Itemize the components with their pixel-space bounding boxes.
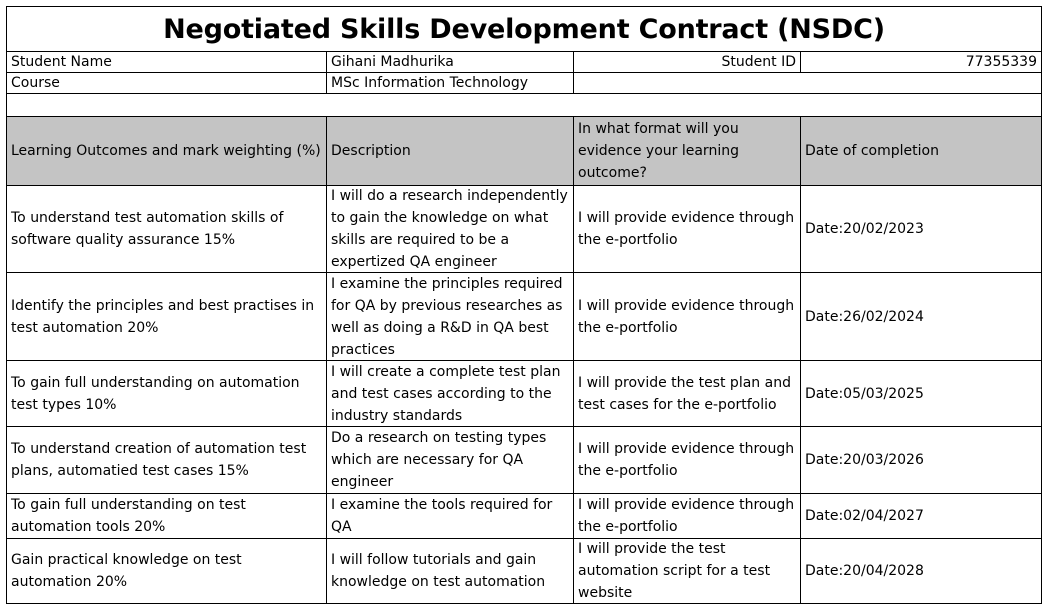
- student-id-label: Student ID: [573, 51, 801, 73]
- table-row-2-outcome[interactable]: Identify the principles and best practis…: [6, 272, 327, 361]
- page-title: Negotiated Skills Development Contract (…: [163, 14, 885, 45]
- table-row-3-description[interactable]: I will create a complete test plan and t…: [326, 360, 574, 427]
- course-value[interactable]: MSc Information Technology: [326, 72, 574, 94]
- course-label: Course: [6, 72, 327, 94]
- header-learning-outcomes: Learning Outcomes and mark weighting (%): [6, 116, 327, 186]
- table-row-6-date[interactable]: Date:20/04/2028: [800, 538, 1042, 604]
- student-name-label: Student Name: [6, 51, 327, 73]
- table-row-2-format[interactable]: I will provide evidence through the e-po…: [573, 272, 801, 361]
- student-name-value[interactable]: Gihani Madhurika: [326, 51, 574, 73]
- table-row-6-outcome[interactable]: Gain practical knowledge on test automat…: [6, 538, 327, 604]
- header-description: Description: [326, 116, 574, 186]
- table-row-5-date[interactable]: Date:02/04/2027: [800, 493, 1042, 539]
- table-row-3-format[interactable]: I will provide the test plan and test ca…: [573, 360, 801, 427]
- table-row-1-outcome[interactable]: To understand test automation skills of …: [6, 185, 327, 273]
- table-row-1-format[interactable]: I will provide evidence through the e-po…: [573, 185, 801, 273]
- table-row-4-description[interactable]: Do a research on testing types which are…: [326, 426, 574, 494]
- table-row-4-outcome[interactable]: To understand creation of automation tes…: [6, 426, 327, 494]
- table-row-4-format[interactable]: I will provide evidence through the e-po…: [573, 426, 801, 494]
- table-row-4-date[interactable]: Date:20/03/2026: [800, 426, 1042, 494]
- table-row-5-description[interactable]: I examine the tools required for QA: [326, 493, 574, 539]
- table-row-5-outcome[interactable]: To gain full understanding on test autom…: [6, 493, 327, 539]
- student-id-value[interactable]: 77355339: [800, 51, 1042, 73]
- header-date-of-completion: Date of completion: [800, 116, 1042, 186]
- table-row-2-date[interactable]: Date:26/02/2024: [800, 272, 1042, 361]
- table-row-6-description[interactable]: I will follow tutorials and gain knowled…: [326, 538, 574, 604]
- table-row-3-outcome[interactable]: To gain full understanding on automation…: [6, 360, 327, 427]
- table-row-3-date[interactable]: Date:05/03/2025: [800, 360, 1042, 427]
- table-row-5-format[interactable]: I will provide evidence through the e-po…: [573, 493, 801, 539]
- table-row-1-date[interactable]: Date:20/02/2023: [800, 185, 1042, 273]
- header-evidence-format: In what format will you evidence your le…: [573, 116, 801, 186]
- table-row-1-description[interactable]: I will do a research independently to ga…: [326, 185, 574, 273]
- table-row-2-description[interactable]: I examine the principles required for QA…: [326, 272, 574, 361]
- table-row-6-format[interactable]: I will provide the test automation scrip…: [573, 538, 801, 604]
- spacer-row: [6, 93, 1042, 116]
